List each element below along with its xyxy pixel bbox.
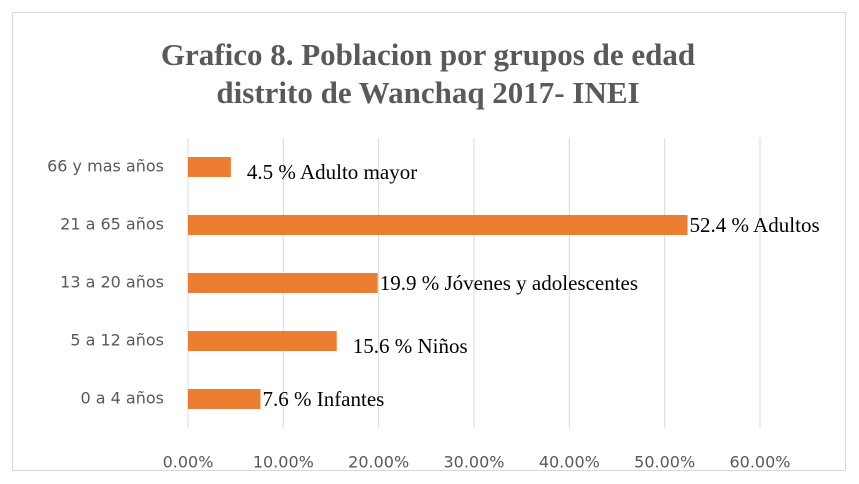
bar: [188, 389, 261, 409]
y-tick-label: 5 a 12 años: [70, 331, 164, 350]
x-tick-label: 30.00%: [443, 453, 504, 472]
y-tick-label: 66 y mas años: [47, 157, 164, 176]
chart-border: [12, 12, 846, 471]
bar: [188, 215, 688, 235]
x-tick-label: 40.00%: [539, 453, 600, 472]
x-tick-label: 20.00%: [348, 453, 409, 472]
x-tick-label: 50.00%: [634, 453, 695, 472]
x-tick-label: 60.00%: [729, 453, 790, 472]
x-tick-label: 10.00%: [253, 453, 314, 472]
data-label: 52.4 % Adultos: [690, 213, 820, 237]
chart-title: distrito de Wanchaq 2017- INEI: [216, 75, 639, 110]
y-tick-label: 13 a 20 años: [60, 273, 164, 292]
bar: [188, 157, 231, 177]
y-tick-label: 21 a 65 años: [60, 215, 164, 234]
data-label: 7.6 % Infantes: [262, 387, 384, 411]
bar: [188, 331, 337, 351]
y-tick-label: 0 a 4 años: [81, 389, 165, 408]
data-label: 15.6 % Niños: [353, 334, 468, 358]
data-label: 19.9 % Jóvenes y adolescentes: [380, 271, 638, 295]
data-label: 4.5 % Adulto mayor: [247, 160, 417, 184]
bar: [188, 273, 378, 293]
chart-title: Grafico 8. Poblacion por grupos de edad: [161, 37, 695, 72]
x-tick-label: 0.00%: [163, 453, 214, 472]
